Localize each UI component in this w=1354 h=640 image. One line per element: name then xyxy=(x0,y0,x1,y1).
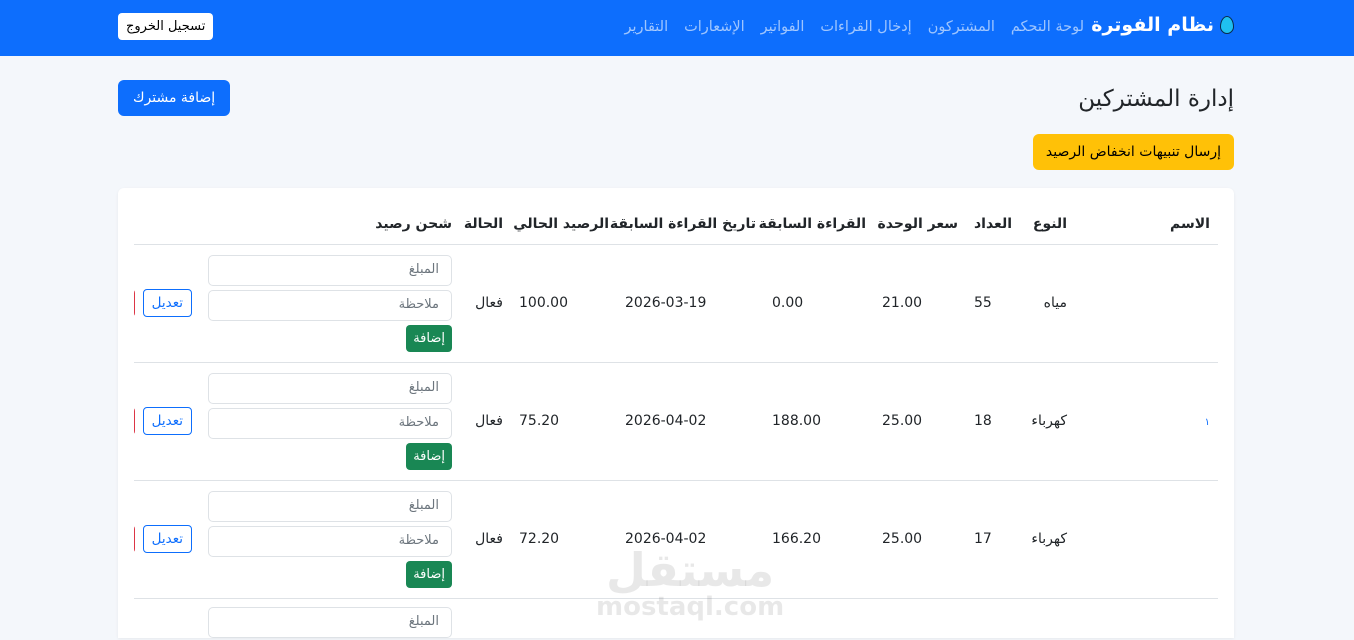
cell-balance: 75.20 xyxy=(511,362,617,481)
cell-name xyxy=(1075,244,1218,363)
cell-prev-date: 2026-04-02 xyxy=(617,480,764,599)
navbar: نظام الفوترة لوحة التحكم المشتركون إدخال… xyxy=(0,0,1354,56)
cell-name: ١ xyxy=(1075,362,1218,481)
header-type: النوع xyxy=(1020,204,1075,245)
add-subscriber-button[interactable]: إضافة مشترك xyxy=(118,80,231,116)
cell-prev-reading xyxy=(764,598,874,638)
subscribers-card: الاسم النوع العداد سعر الوحدة القراءة السابق… xyxy=(118,188,1234,638)
note-input[interactable] xyxy=(208,407,452,439)
cell-status: فعال xyxy=(460,362,511,481)
cell-name xyxy=(1075,598,1218,638)
header-actions xyxy=(134,204,200,245)
cell-prev-date: 2026-03-19 xyxy=(617,244,764,363)
cell-balance: 100.00 xyxy=(511,244,617,363)
cell-charge: المبلغ ملاحظة إضافة xyxy=(200,244,460,363)
edit-button[interactable]: تعديل xyxy=(142,407,192,435)
cell-charge: المبلغ ملاحظة إضافة xyxy=(200,480,460,599)
cell-prev-reading: 0.00 xyxy=(764,244,874,363)
header-prev-date: تاريخ القراءة السابقة xyxy=(610,204,764,245)
amount-field: المبلغ xyxy=(208,372,452,404)
delete-button[interactable]: حذف xyxy=(134,407,135,435)
amount-field: المبلغ xyxy=(208,606,452,638)
nav-links: لوحة التحكم المشتركون إدخال القراءات الف… xyxy=(624,19,1084,35)
header-balance: الرصيد الحالي xyxy=(511,204,617,245)
note-field: ملاحظة xyxy=(208,407,452,439)
cell-unit-price xyxy=(874,598,966,638)
cell-prev-reading: 188.00 xyxy=(764,362,874,481)
cell-meter: 55 xyxy=(966,244,1020,363)
cell-type: كهرباء xyxy=(1020,362,1075,481)
note-input[interactable] xyxy=(208,289,452,321)
cell-charge: المبلغ ملاحظة إضافة xyxy=(200,362,460,481)
cell-type: مياه xyxy=(1020,244,1075,363)
amount-field: المبلغ xyxy=(208,490,452,522)
brand-text: نظام الفوترة xyxy=(1091,14,1214,36)
note-input[interactable] xyxy=(208,525,452,557)
edit-button[interactable]: تعديل xyxy=(142,289,192,317)
cell-actions: تعديل حذف xyxy=(134,480,200,599)
header-name: الاسم xyxy=(1075,204,1218,245)
add-balance-button[interactable]: إضافة xyxy=(406,442,452,470)
cell-charge: المبلغ xyxy=(200,598,460,638)
cell-prev-date xyxy=(617,598,764,638)
nav-dashboard[interactable]: لوحة التحكم xyxy=(1010,19,1084,35)
send-low-balance-alerts-button[interactable]: إرسال تنبيهات انخفاض الرصيد xyxy=(1032,134,1234,170)
subscriber-name-link[interactable]: ١ xyxy=(1204,417,1210,428)
table-row: المبلغ xyxy=(134,598,1218,638)
cell-status: فعال xyxy=(460,480,511,599)
add-balance-button[interactable]: إضافة xyxy=(406,324,452,352)
cell-actions: تعديل حذف xyxy=(134,362,200,481)
header-charge: شحن رصيد xyxy=(200,204,460,245)
table-row: ١ كهرباء 18 25.00 188.00 2026-04-02 75.20 فعال ا… xyxy=(134,362,1218,481)
logout-button[interactable]: تسجيل الخروج xyxy=(118,13,214,40)
cell-status: فعال xyxy=(460,244,511,363)
header-meter: العداد xyxy=(966,204,1020,245)
amount-field: المبلغ xyxy=(208,254,452,286)
nav-subscribers[interactable]: المشتركون xyxy=(927,19,995,35)
cell-name xyxy=(1075,480,1218,599)
nav-reports[interactable]: التقارير xyxy=(624,19,669,35)
water-drop-icon xyxy=(1220,16,1234,34)
cell-actions: تعديل حذف xyxy=(134,244,200,363)
note-field: ملاحظة xyxy=(208,525,452,557)
page-title: إدارة المشتركين xyxy=(1078,86,1234,112)
amount-input[interactable] xyxy=(208,372,452,404)
cell-type xyxy=(1020,598,1075,638)
cell-meter: 17 xyxy=(966,480,1020,599)
cell-type: كهرباء xyxy=(1020,480,1075,599)
delete-button[interactable]: حذف xyxy=(134,289,135,317)
header-unit-price: سعر الوحدة xyxy=(874,204,966,245)
brand[interactable]: نظام الفوترة xyxy=(1091,14,1234,36)
table-row: مياه 55 21.00 0.00 2026-03-19 100.00 فعال المبل… xyxy=(134,244,1218,363)
header-prev-reading: القراءة السابقة xyxy=(759,204,874,245)
delete-button[interactable]: حذف xyxy=(134,525,135,553)
cell-meter xyxy=(966,598,1020,638)
cell-status xyxy=(460,598,511,638)
edit-button[interactable]: تعديل xyxy=(142,525,192,553)
subscribers-table: الاسم النوع العداد سعر الوحدة القراءة السابق… xyxy=(134,204,1218,638)
note-field: ملاحظة xyxy=(208,289,452,321)
cell-prev-date: 2026-04-02 xyxy=(617,362,764,481)
amount-input[interactable] xyxy=(208,490,452,522)
add-balance-button[interactable]: إضافة xyxy=(406,560,452,588)
amount-input[interactable] xyxy=(208,254,452,286)
cell-unit-price: 25.00 xyxy=(874,480,966,599)
nav-invoices[interactable]: الفواتير xyxy=(760,19,805,35)
cell-prev-reading: 166.20 xyxy=(764,480,874,599)
amount-input[interactable] xyxy=(208,606,452,638)
cell-balance xyxy=(511,598,617,638)
cell-balance: 72.20 xyxy=(511,480,617,599)
cell-actions xyxy=(134,598,200,638)
cell-unit-price: 21.00 xyxy=(874,244,966,363)
table-row: كهرباء 17 25.00 166.20 2026-04-02 72.20 فعال ال… xyxy=(134,480,1218,599)
cell-meter: 18 xyxy=(966,362,1020,481)
nav-readings[interactable]: إدخال القراءات xyxy=(820,19,912,35)
cell-unit-price: 25.00 xyxy=(874,362,966,481)
nav-notifications[interactable]: الإشعارات xyxy=(684,19,745,35)
header-status: الحالة xyxy=(460,204,511,245)
